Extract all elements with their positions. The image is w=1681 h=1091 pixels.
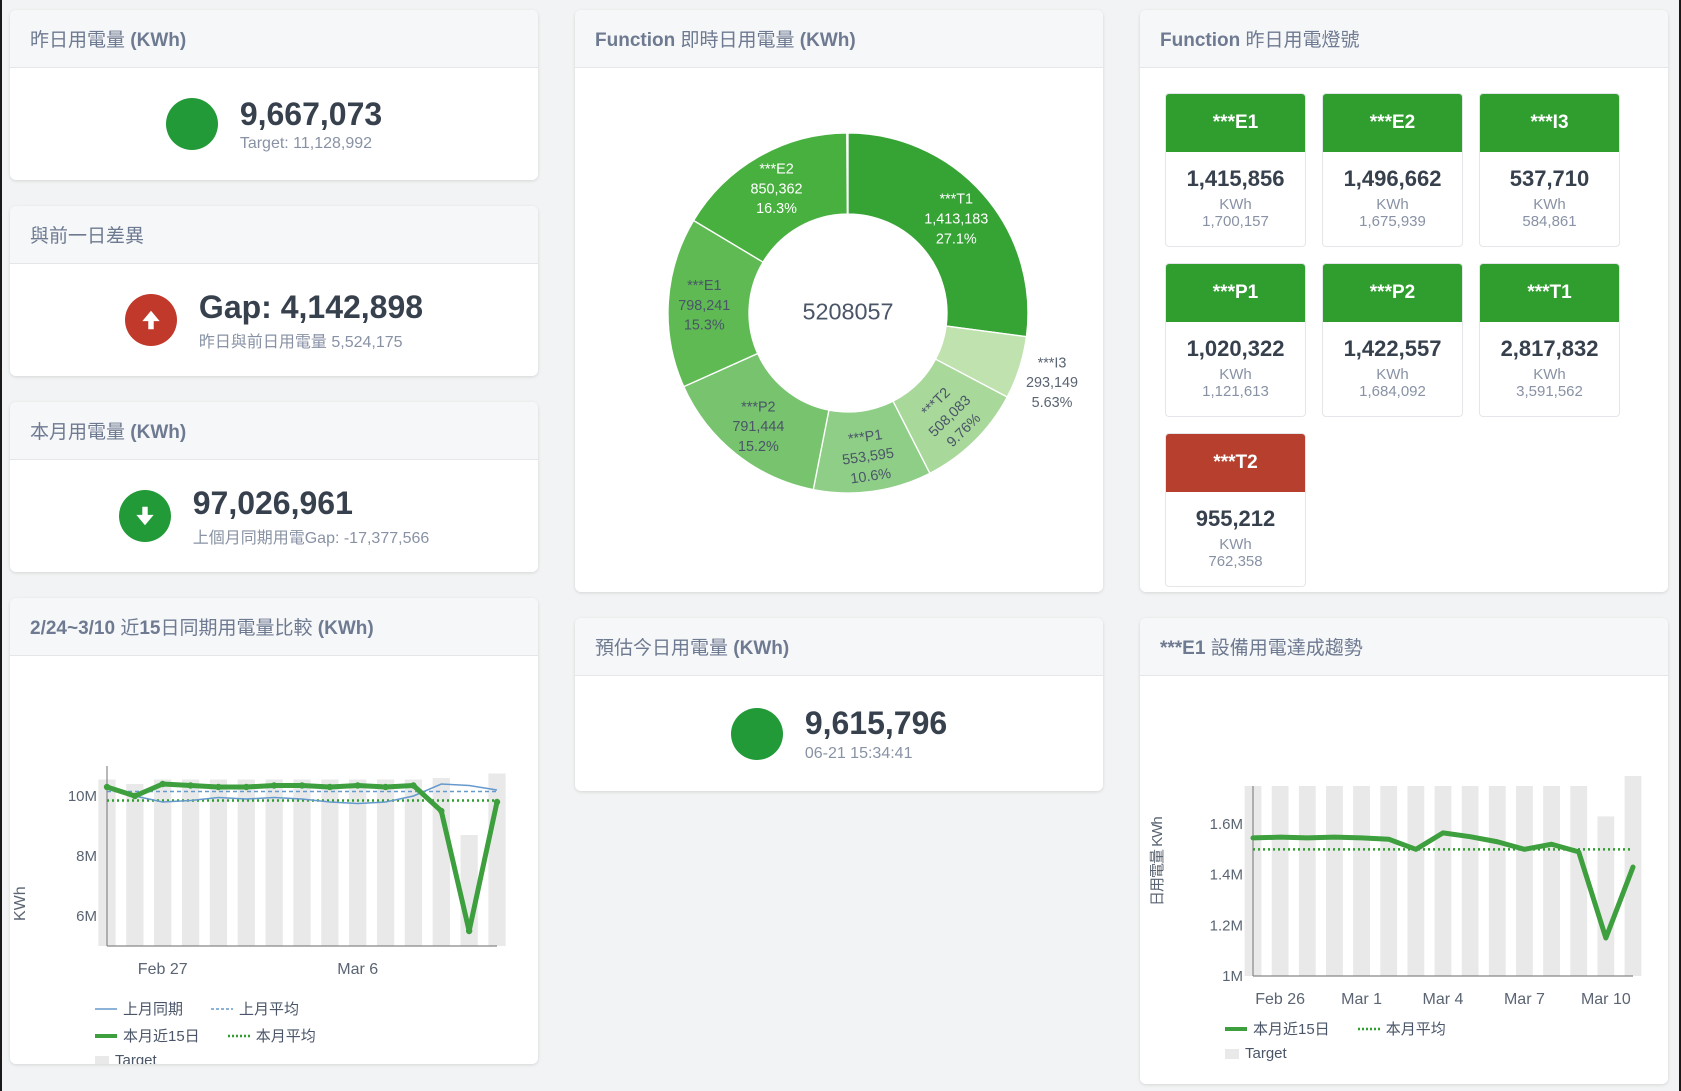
svg-text:***E2: ***E2 — [759, 162, 793, 178]
svg-text:850,362: 850,362 — [751, 181, 803, 197]
svg-text:10M: 10M — [68, 788, 97, 805]
svg-text:***P2: ***P2 — [741, 399, 775, 415]
svg-text:5.63%: 5.63% — [1032, 395, 1073, 411]
svg-text:1.4M: 1.4M — [1210, 867, 1243, 884]
svg-text:***I3: ***I3 — [1038, 355, 1067, 371]
svg-text:1M: 1M — [1222, 968, 1243, 985]
svg-text:Mar 7: Mar 7 — [1504, 991, 1545, 1008]
svg-text:15.2%: 15.2% — [738, 439, 779, 455]
svg-text:***E1: ***E1 — [687, 278, 721, 294]
svg-text:6M: 6M — [76, 908, 97, 925]
svg-text:16.3%: 16.3% — [756, 201, 797, 217]
svg-text:Mar 1: Mar 1 — [1341, 991, 1382, 1008]
svg-text:Feb 26: Feb 26 — [1255, 991, 1305, 1008]
svg-text:1,413,183: 1,413,183 — [924, 212, 988, 228]
svg-text:8M: 8M — [76, 848, 97, 865]
svg-text:798,241: 798,241 — [678, 298, 730, 314]
svg-text:15.3%: 15.3% — [684, 318, 725, 334]
svg-text:Mar 4: Mar 4 — [1423, 991, 1464, 1008]
svg-text:***T1: ***T1 — [939, 192, 973, 208]
svg-text:293,149: 293,149 — [1026, 375, 1078, 391]
svg-text:Mar 6: Mar 6 — [337, 961, 378, 978]
svg-text:5208057: 5208057 — [802, 298, 893, 324]
svg-text:1.6M: 1.6M — [1210, 816, 1243, 833]
svg-text:791,444: 791,444 — [732, 419, 784, 435]
svg-text:27.1%: 27.1% — [936, 231, 977, 247]
svg-text:1.2M: 1.2M — [1210, 917, 1243, 934]
svg-text:Feb 27: Feb 27 — [138, 961, 188, 978]
svg-text:Mar 10: Mar 10 — [1581, 991, 1631, 1008]
